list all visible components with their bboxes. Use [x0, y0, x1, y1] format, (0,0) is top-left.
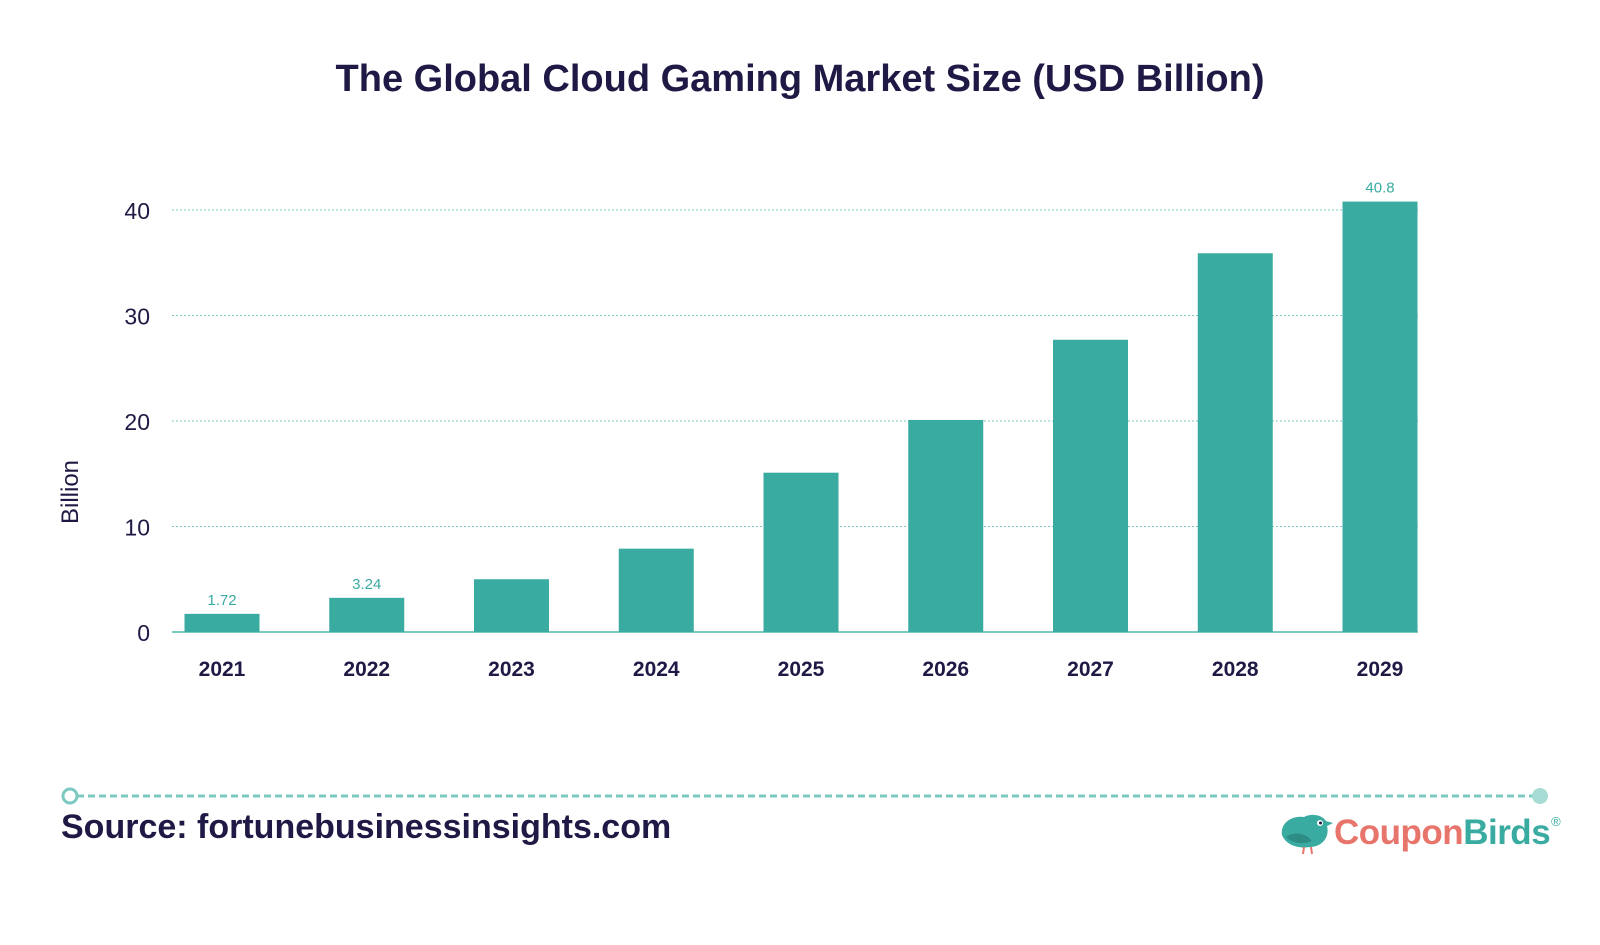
bar-2021 — [184, 613, 260, 632]
y-tick-label: 40 — [124, 198, 150, 224]
bar-2029 — [1342, 201, 1418, 632]
x-tick-label: 2023 — [488, 658, 535, 681]
x-tick-label: 2022 — [343, 658, 390, 681]
x-tick-label: 2021 — [199, 658, 246, 681]
x-tick-label: 2029 — [1357, 658, 1404, 681]
brand-logo: CouponBirds ® — [1278, 805, 1561, 861]
source-text: Source: fortunebusinessinsights.com — [61, 808, 672, 846]
chart-title: The Global Cloud Gaming Market Size (USD… — [335, 58, 1265, 100]
x-tick-label: 2026 — [922, 658, 969, 681]
brand-name: CouponBirds — [1334, 813, 1551, 852]
x-tick-label: 2024 — [633, 658, 680, 681]
bar-2024 — [618, 548, 694, 632]
y-axis-label: Billion — [57, 460, 84, 524]
x-tick-label: 2028 — [1212, 658, 1259, 681]
registered-mark: ® — [1551, 813, 1561, 829]
bird-logo-icon — [1281, 814, 1333, 855]
y-tick-label: 30 — [124, 304, 150, 330]
y-tick-label: 10 — [124, 515, 150, 541]
x-tick-label: 2027 — [1067, 658, 1114, 681]
y-tick-label: 20 — [124, 409, 150, 435]
data-label: 1.72 — [207, 592, 236, 609]
bar-2025 — [763, 472, 839, 632]
bar-2028 — [1197, 253, 1273, 632]
bar-2026 — [908, 419, 984, 632]
x-tick-label: 2025 — [778, 658, 825, 681]
bar-2023 — [474, 579, 549, 632]
timeline-divider — [61, 787, 1548, 805]
data-label: 40.8 — [1365, 180, 1394, 197]
bar-2022 — [329, 597, 405, 632]
data-label: 3.24 — [352, 576, 381, 593]
bar-2027 — [1053, 339, 1128, 632]
y-tick-label: 0 — [137, 620, 150, 646]
